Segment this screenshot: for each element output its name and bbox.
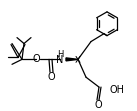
Text: O: O: [47, 72, 55, 82]
Text: O: O: [32, 54, 40, 64]
Text: H: H: [57, 50, 63, 59]
Text: O: O: [94, 100, 102, 110]
Text: OH: OH: [110, 85, 125, 95]
Polygon shape: [66, 58, 78, 61]
Text: N: N: [56, 55, 64, 65]
